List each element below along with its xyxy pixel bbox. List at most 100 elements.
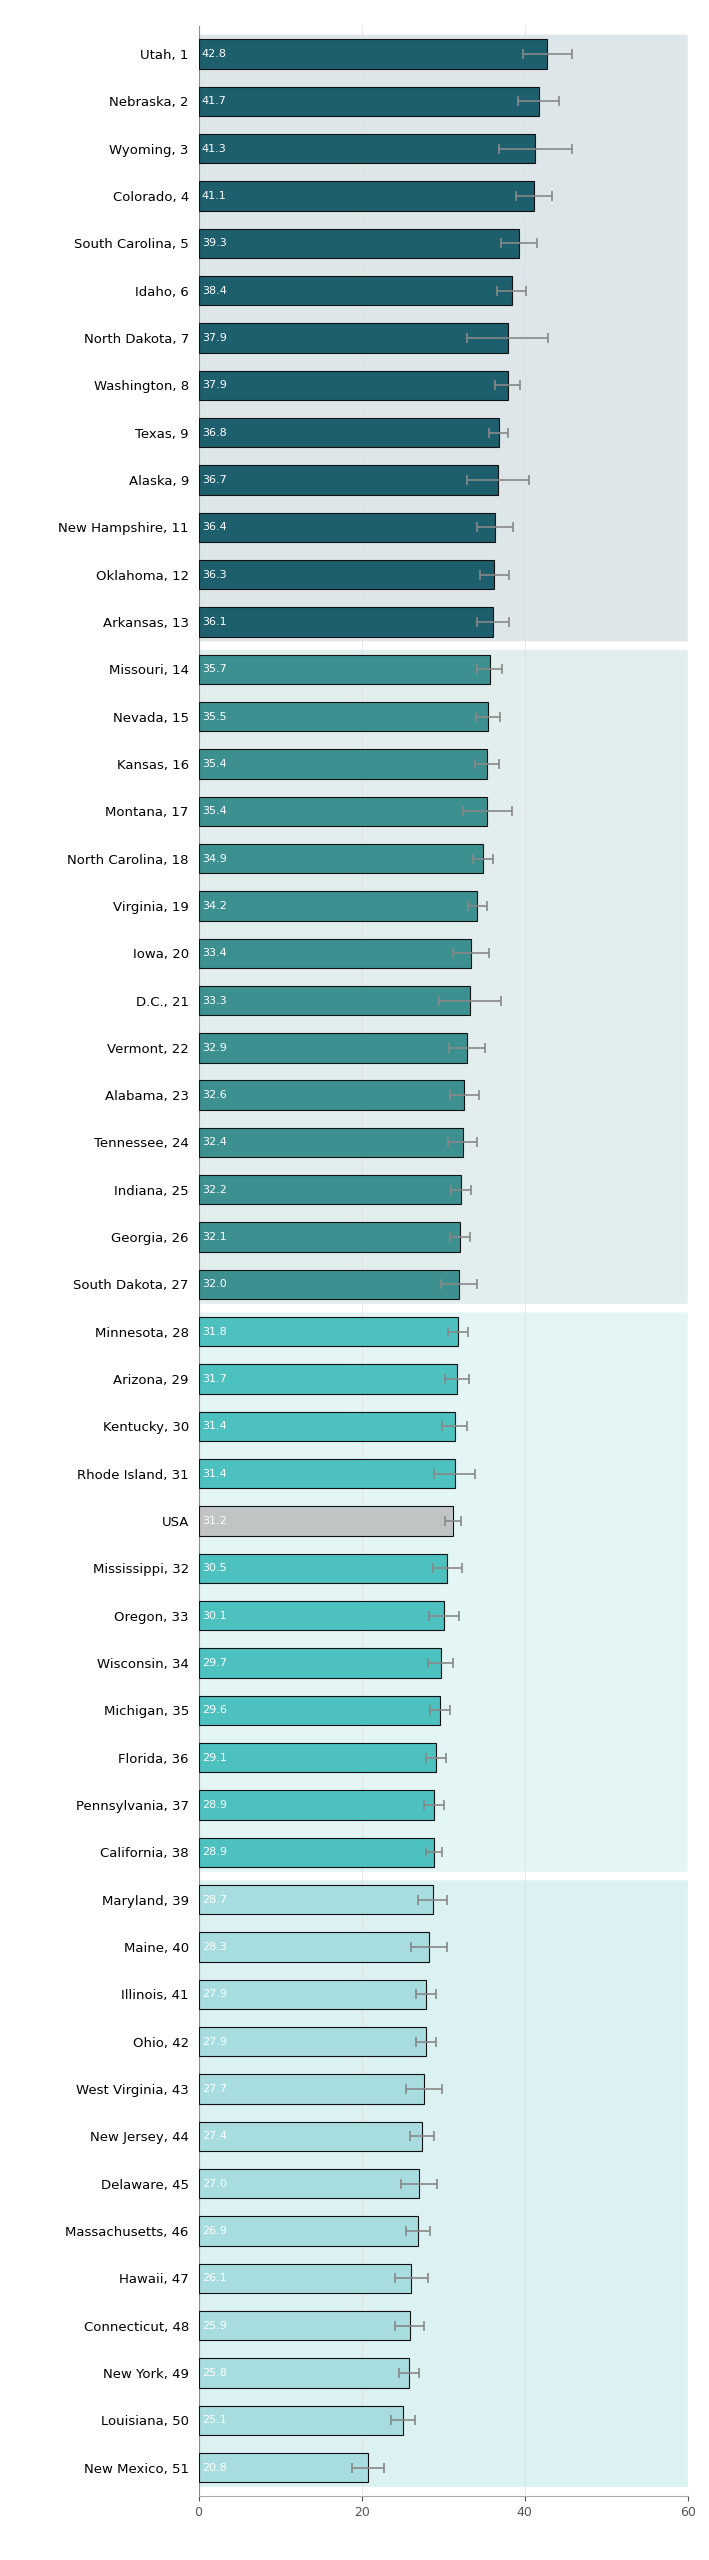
Text: 35.5: 35.5 bbox=[202, 712, 226, 722]
Bar bbox=[199, 655, 490, 684]
Text: 26.9: 26.9 bbox=[202, 2227, 227, 2235]
Bar bbox=[199, 1080, 464, 1111]
FancyBboxPatch shape bbox=[199, 1879, 688, 2486]
Text: 28.7: 28.7 bbox=[202, 1894, 227, 1905]
Bar bbox=[199, 1884, 432, 1915]
Bar bbox=[199, 276, 512, 305]
Text: 32.6: 32.6 bbox=[202, 1091, 227, 1101]
Bar bbox=[199, 1129, 463, 1157]
Text: 28.9: 28.9 bbox=[202, 1800, 227, 1810]
Bar bbox=[199, 1224, 460, 1252]
Bar bbox=[199, 1649, 441, 1677]
Bar bbox=[199, 1933, 429, 1961]
Text: 38.4: 38.4 bbox=[202, 287, 227, 294]
Bar bbox=[199, 750, 487, 778]
Bar bbox=[199, 323, 508, 353]
Bar bbox=[199, 2406, 403, 2435]
Bar bbox=[199, 1316, 458, 1347]
Bar bbox=[199, 1600, 444, 1631]
Text: 29.1: 29.1 bbox=[202, 1754, 227, 1764]
Text: 32.0: 32.0 bbox=[202, 1280, 227, 1290]
Bar bbox=[199, 371, 508, 399]
FancyBboxPatch shape bbox=[199, 1313, 688, 1871]
Text: 36.1: 36.1 bbox=[202, 617, 226, 627]
Text: 29.7: 29.7 bbox=[202, 1659, 227, 1669]
Bar bbox=[199, 1789, 434, 1820]
Text: 32.2: 32.2 bbox=[202, 1185, 227, 1196]
Bar bbox=[199, 1411, 454, 1441]
Bar bbox=[199, 182, 534, 210]
Bar bbox=[199, 561, 494, 589]
Text: 20.8: 20.8 bbox=[202, 2463, 227, 2473]
Bar bbox=[199, 607, 493, 637]
Bar bbox=[199, 87, 539, 115]
Text: 31.8: 31.8 bbox=[202, 1326, 227, 1336]
Text: 27.0: 27.0 bbox=[202, 2179, 227, 2189]
Bar bbox=[199, 1505, 453, 1536]
Text: 30.1: 30.1 bbox=[202, 1610, 226, 1620]
Text: 32.1: 32.1 bbox=[202, 1231, 227, 1242]
Text: 30.5: 30.5 bbox=[202, 1564, 226, 1574]
FancyBboxPatch shape bbox=[199, 650, 688, 1303]
Text: 34.2: 34.2 bbox=[202, 901, 227, 911]
FancyBboxPatch shape bbox=[199, 36, 688, 643]
Bar bbox=[199, 2028, 426, 2056]
Bar bbox=[199, 1270, 459, 1298]
Bar bbox=[199, 796, 487, 827]
Bar bbox=[199, 1034, 467, 1062]
Text: 27.9: 27.9 bbox=[202, 2038, 227, 2045]
Bar bbox=[199, 2358, 409, 2388]
Bar bbox=[199, 133, 535, 164]
Bar bbox=[199, 2074, 425, 2104]
Bar bbox=[199, 417, 498, 448]
Text: 42.8: 42.8 bbox=[202, 49, 227, 59]
Bar bbox=[199, 2452, 368, 2483]
Bar bbox=[199, 940, 471, 968]
Text: 27.4: 27.4 bbox=[202, 2132, 227, 2140]
Bar bbox=[199, 1838, 434, 1866]
Text: 41.7: 41.7 bbox=[202, 97, 227, 108]
Text: 29.6: 29.6 bbox=[202, 1705, 227, 1715]
Text: 36.3: 36.3 bbox=[202, 568, 226, 579]
Text: 41.3: 41.3 bbox=[202, 143, 227, 154]
Bar bbox=[199, 1695, 440, 1725]
Text: 33.3: 33.3 bbox=[202, 996, 226, 1006]
Bar bbox=[199, 2168, 418, 2199]
Text: 31.7: 31.7 bbox=[202, 1375, 227, 1385]
Bar bbox=[199, 1743, 436, 1772]
Text: 31.2: 31.2 bbox=[202, 1516, 227, 1526]
Text: 28.3: 28.3 bbox=[202, 1943, 227, 1953]
Text: 41.1: 41.1 bbox=[202, 192, 227, 202]
Text: 37.9: 37.9 bbox=[202, 333, 227, 343]
Text: 36.8: 36.8 bbox=[202, 428, 227, 438]
Text: 32.9: 32.9 bbox=[202, 1042, 227, 1052]
Text: 36.7: 36.7 bbox=[202, 476, 227, 484]
Text: 34.9: 34.9 bbox=[202, 852, 227, 863]
Bar bbox=[199, 1175, 461, 1206]
Bar bbox=[199, 701, 488, 732]
Text: 27.7: 27.7 bbox=[202, 2084, 227, 2094]
Bar bbox=[199, 228, 519, 259]
Bar bbox=[199, 986, 470, 1016]
Bar bbox=[199, 512, 496, 543]
Bar bbox=[199, 2122, 422, 2150]
Bar bbox=[199, 891, 477, 922]
Bar bbox=[199, 1364, 457, 1393]
Text: 32.4: 32.4 bbox=[202, 1137, 227, 1147]
Bar bbox=[199, 466, 498, 494]
Text: 25.8: 25.8 bbox=[202, 2368, 227, 2378]
Bar bbox=[199, 1459, 454, 1487]
Text: 39.3: 39.3 bbox=[202, 238, 227, 248]
Text: 31.4: 31.4 bbox=[202, 1421, 227, 1431]
Text: 37.9: 37.9 bbox=[202, 381, 227, 389]
Text: 25.1: 25.1 bbox=[202, 2414, 227, 2424]
Text: 31.4: 31.4 bbox=[202, 1469, 227, 1480]
Bar bbox=[199, 2263, 411, 2294]
Bar bbox=[199, 2217, 418, 2245]
Bar bbox=[199, 2312, 410, 2340]
Text: 35.4: 35.4 bbox=[202, 758, 227, 768]
Text: 27.9: 27.9 bbox=[202, 1989, 227, 1999]
Text: 35.4: 35.4 bbox=[202, 806, 227, 817]
Text: 26.1: 26.1 bbox=[202, 2273, 227, 2284]
Text: 28.9: 28.9 bbox=[202, 1848, 227, 1859]
